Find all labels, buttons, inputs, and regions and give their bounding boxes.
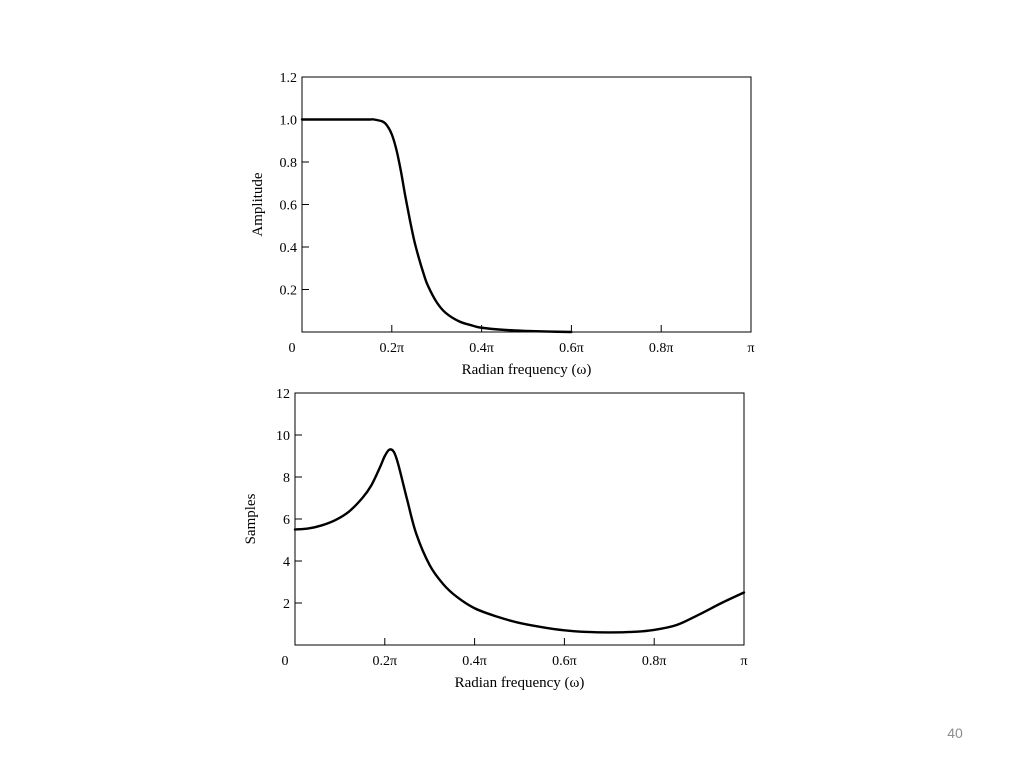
samples-y-tick-label: 2 — [283, 597, 290, 612]
amplitude-y-tick-label: 0.2 — [280, 284, 298, 299]
amplitude-x-tick-label: 0.4π — [469, 341, 494, 356]
amplitude-y-tick-label: 0.6 — [280, 199, 298, 214]
amplitude-chart: 0 0.2π 0.4π 0.6π 0.8π π 0.2 0.4 0.6 0.8 1.0 1.2 Radi… — [250, 71, 755, 378]
samples-y-tick-label: 12 — [276, 387, 290, 402]
samples-y-tick-label: 10 — [276, 429, 290, 444]
samples-y-axis-title: Samples — [243, 493, 259, 544]
samples-x-tick-label: 0.4π — [462, 654, 487, 669]
samples-plot-frame — [294, 392, 745, 646]
samples-x-tick-label: 0.2π — [373, 654, 398, 669]
samples-series-line — [293, 448, 746, 634]
slide-number: 40 — [947, 725, 963, 741]
amplitude-x-axis-title: Radian frequency (ω) — [462, 362, 592, 378]
samples-x-axis-title: Radian frequency (ω) — [455, 675, 585, 691]
samples-y-tick-label: 6 — [283, 513, 290, 528]
amplitude-x-tick-label: π — [747, 341, 754, 356]
samples-chart: 0 0.2π 0.4π 0.6π 0.8π π 2 4 6 8 10 12 Radian frequen… — [243, 387, 748, 691]
amplitude-y-tick-label: 1.0 — [280, 114, 298, 129]
amplitude-y-axis-title: Amplitude — [250, 172, 266, 237]
samples-x-tick-label: 0.6π — [552, 654, 577, 669]
samples-x-tick-label: 0.8π — [642, 654, 667, 669]
samples-y-tick-label: 4 — [283, 555, 290, 570]
samples-x-tick-label: π — [740, 654, 747, 669]
amplitude-x-tick-label: 0 — [289, 341, 296, 356]
amplitude-series-line — [300, 118, 573, 334]
amplitude-plot-frame — [301, 76, 752, 333]
amplitude-x-tick-label: 0.8π — [649, 341, 674, 356]
amplitude-x-tick-label: 0.2π — [380, 341, 405, 356]
amplitude-x-tick-label: 0.6π — [559, 341, 584, 356]
amplitude-y-tick-label: 0.8 — [280, 156, 298, 171]
samples-x-tick-label: 0 — [282, 654, 289, 669]
samples-y-tick-label: 8 — [283, 471, 290, 486]
amplitude-y-tick-label: 0.4 — [280, 241, 298, 256]
amplitude-y-tick-label: 1.2 — [280, 71, 298, 86]
